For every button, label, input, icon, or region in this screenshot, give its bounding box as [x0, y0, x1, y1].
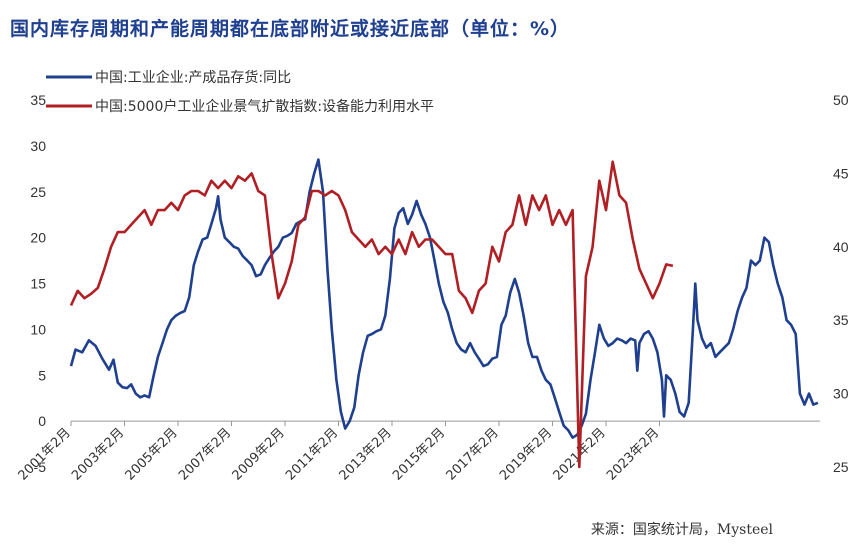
x-tick-label: 2003年2月 — [69, 425, 127, 483]
x-tick-label: 2007年2月 — [176, 425, 234, 483]
axes: -5051015202530352530354045502001年2月2003年… — [16, 92, 849, 484]
series-line-2 — [69, 160, 674, 469]
plot-area — [69, 158, 819, 469]
y-left-tick-label: 30 — [30, 138, 46, 154]
y-left-tick-label: 35 — [30, 92, 46, 108]
y-left-tick-label: 0 — [38, 413, 46, 429]
legend: 中国:工业企业:产成品存货:同比 中国:5000户工业企业景气扩散指数:设备能力… — [46, 69, 434, 115]
y-right-tick-label: 40 — [833, 239, 849, 255]
x-tick-label: 2023年2月 — [604, 425, 662, 483]
x-tick-label: 2019年2月 — [497, 425, 555, 483]
chart-title: 国内库存周期和产能周期都在底部附近或接近底部（单位：%） — [10, 18, 571, 40]
x-tick-label: 2017年2月 — [444, 425, 502, 483]
y-left-tick-label: 10 — [30, 321, 46, 337]
y-left-tick-label: 25 — [30, 184, 46, 200]
series-line-1 — [69, 158, 819, 439]
y-right-tick-label: 25 — [833, 459, 849, 475]
x-tick-label: 2005年2月 — [123, 425, 181, 483]
y-right-tick-label: 30 — [833, 386, 849, 402]
y-left-tick-label: 15 — [30, 276, 46, 292]
x-tick-label: 2015年2月 — [390, 425, 448, 483]
y-left-tick-label: 5 — [38, 367, 46, 383]
legend-label-series-2: 中国:5000户工业企业景气扩散指数:设备能力利用水平 — [95, 98, 434, 115]
legend-label-series-1: 中国:工业企业:产成品存货:同比 — [95, 69, 291, 86]
x-tick-label: 2013年2月 — [337, 425, 395, 483]
y-right-tick-label: 35 — [833, 312, 849, 328]
y-left-tick-label: -5 — [34, 459, 47, 475]
y-right-tick-label: 45 — [833, 165, 849, 181]
x-tick-label: 2009年2月 — [230, 425, 288, 483]
y-left-tick-label: 20 — [30, 230, 46, 246]
source-note: 来源：国家统计局，Mysteel — [590, 522, 773, 538]
y-right-tick-label: 50 — [833, 92, 849, 108]
x-tick-label: 2011年2月 — [283, 425, 341, 483]
